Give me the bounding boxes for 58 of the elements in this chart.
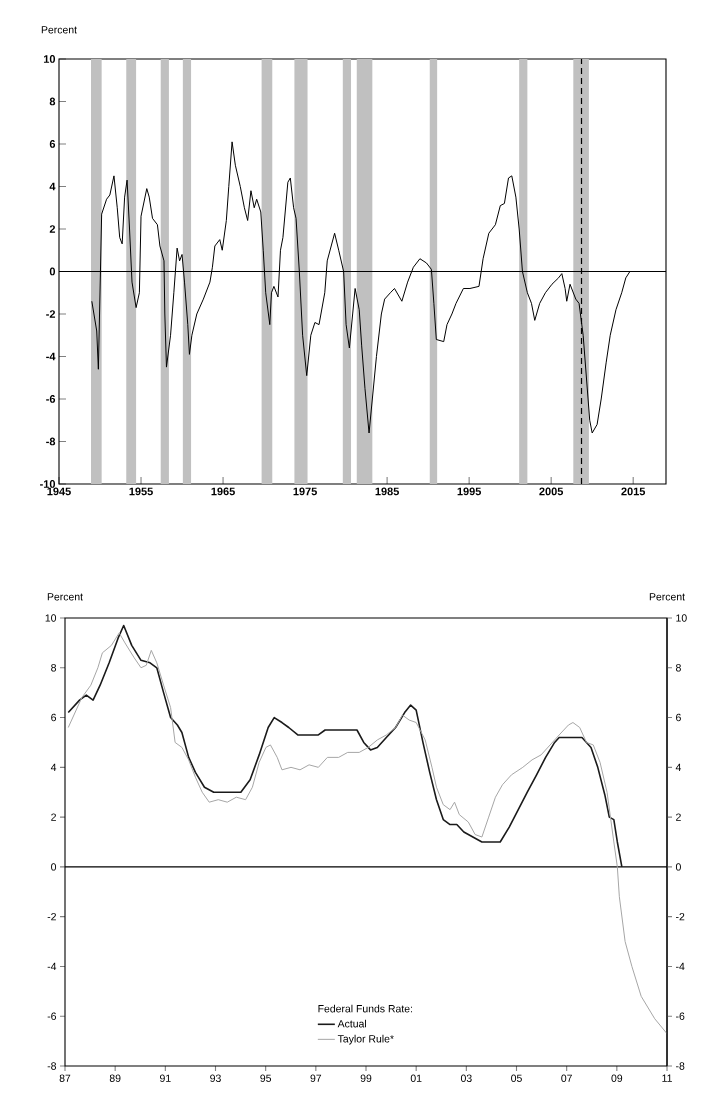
x-tick-label: 11 xyxy=(662,1074,672,1082)
x-tick-label: 1955 xyxy=(129,487,153,496)
y-axis-title: Percent xyxy=(47,593,83,601)
y-tick-label: -8 xyxy=(47,1062,57,1070)
x-tick-label: 95 xyxy=(260,1074,272,1082)
y2-axis-title: Percent xyxy=(649,593,685,601)
y-tick-label: 8 xyxy=(49,97,56,106)
y2-tick-label: 2 xyxy=(676,813,681,821)
y-axis-title: Percent xyxy=(41,26,77,34)
y-tick-label: -2 xyxy=(47,913,56,921)
legend-label: Actual xyxy=(337,1019,366,1028)
y-tick-label: 10 xyxy=(45,614,57,622)
y-tick-label: 2 xyxy=(49,225,56,233)
x-tick-label: 07 xyxy=(561,1074,572,1082)
y2-tick-label: -8 xyxy=(676,1062,685,1070)
y-tick-label: 0 xyxy=(49,267,56,276)
y2-tick-label: 10 xyxy=(676,614,687,622)
y-tick-label: 2 xyxy=(51,813,56,821)
y2-tick-label: -2 xyxy=(676,913,685,921)
x-tick-label: 87 xyxy=(59,1074,71,1082)
legend-label: Taylor Rule* xyxy=(337,1034,394,1045)
y-tick-label: -4 xyxy=(47,962,57,971)
y-tick-label: -4 xyxy=(46,352,56,361)
x-tick-label: 93 xyxy=(210,1074,221,1082)
y2-tick-label: -4 xyxy=(676,962,685,971)
y-tick-label: -10 xyxy=(40,480,56,488)
y-tick-label: -2 xyxy=(46,310,56,318)
x-tick-label: 1945 xyxy=(47,487,71,496)
x-tick-label: 97 xyxy=(310,1074,322,1082)
x-tick-label: 1975 xyxy=(293,487,317,496)
x-tick-label: 2005 xyxy=(539,487,564,496)
x-tick-label: 99 xyxy=(360,1074,372,1082)
x-tick-label: 1995 xyxy=(457,487,481,496)
x-tick-label: 89 xyxy=(109,1074,121,1082)
y-tick-label: 4 xyxy=(50,763,57,771)
y-tick-label: 6 xyxy=(51,713,57,722)
x-tick-label: 05 xyxy=(511,1074,522,1082)
y-tick-label: 6 xyxy=(49,140,56,148)
x-tick-label: 1985 xyxy=(375,487,399,496)
y2-tick-label: 0 xyxy=(675,863,681,871)
x-tick-label: 91 xyxy=(160,1074,171,1082)
x-tick-label: 01 xyxy=(410,1074,422,1082)
y-tick-label: 0 xyxy=(51,863,57,871)
y2-tick-label: -6 xyxy=(676,1012,685,1020)
y-tick-label: 8 xyxy=(51,664,57,672)
y-tick-label: -6 xyxy=(47,1012,57,1020)
y2-tick-label: 8 xyxy=(675,664,681,672)
y2-tick-label: 6 xyxy=(676,713,681,722)
x-tick-label: 09 xyxy=(611,1074,623,1082)
legend-title: Federal Funds Rate: xyxy=(318,1004,413,1013)
x-tick-label: 1965 xyxy=(211,487,235,496)
x-tick-label: 2015 xyxy=(621,487,646,496)
y-tick-label: -8 xyxy=(46,437,56,446)
y-tick-label: 4 xyxy=(49,182,56,191)
y2-tick-label: 4 xyxy=(675,763,682,771)
y-tick-label: -6 xyxy=(46,395,56,403)
y-tick-label: 10 xyxy=(43,55,56,63)
x-tick-label: 03 xyxy=(460,1074,472,1082)
